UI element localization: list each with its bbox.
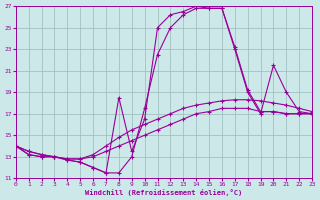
X-axis label: Windchill (Refroidissement éolien,°C): Windchill (Refroidissement éolien,°C) — [85, 189, 243, 196]
